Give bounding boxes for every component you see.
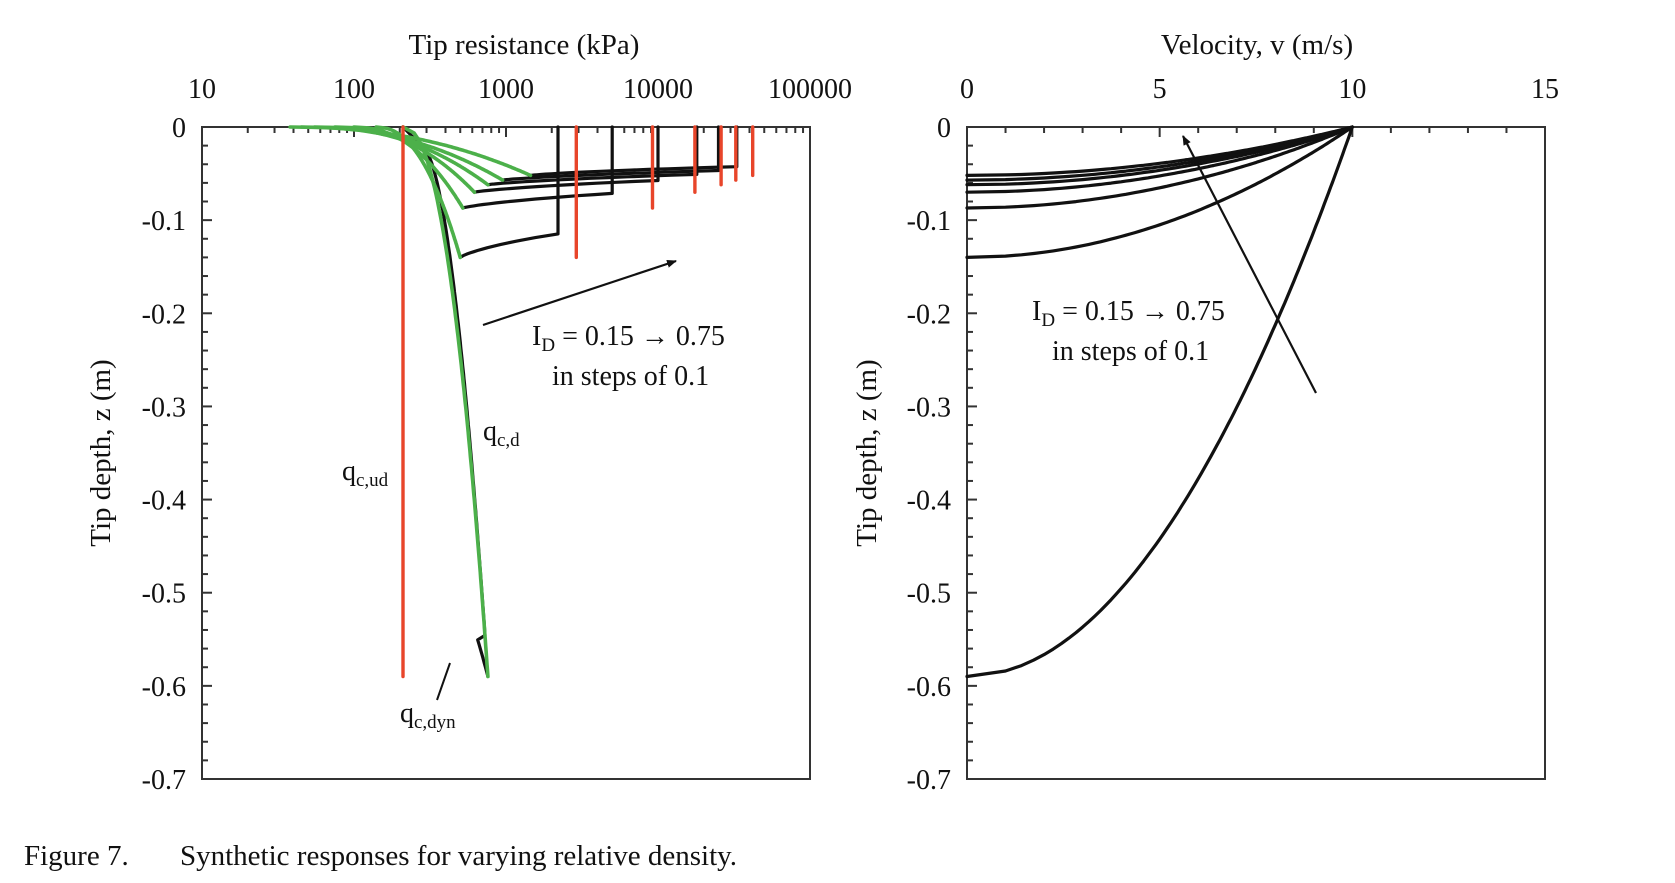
left-steps-label: in steps of 0.1 <box>552 361 709 392</box>
velocity-curve <box>965 125 1354 177</box>
tip-resistance-chart: 10 100 1000 10000 100000 0 -0.1 -0.2 -0.3 -0.4 -0.… <box>85 29 852 796</box>
qc-dyn-curve <box>486 125 699 187</box>
caption-number: Figure 7. <box>24 840 129 872</box>
right-steps-label: in steps of 0.1 <box>1052 336 1209 367</box>
velocity-curve <box>965 125 1354 259</box>
right-id-arrow <box>1182 135 1317 394</box>
right-plot-frame <box>966 126 1546 780</box>
right-y-tick-label: -0.1 <box>907 206 951 237</box>
qcdyn-pointer <box>436 662 451 701</box>
velocity-curve <box>965 125 1354 210</box>
right-id-prefix: I <box>1032 296 1041 327</box>
right-y-axis-title: Tip depth, z (m) <box>851 359 883 546</box>
right-axis-ticks <box>966 126 1546 780</box>
right-y-tick-label: -0.2 <box>907 299 951 330</box>
left-y-axis-title: Tip depth, z (m) <box>85 359 117 546</box>
velocity-curve <box>965 125 1354 679</box>
left-x-tick-label: 10 <box>188 74 216 105</box>
right-x-axis-title: Velocity, v (m/s) <box>1161 29 1353 61</box>
right-tick-labels: 0 5 10 15 0 -0.1 -0.2 -0.3 -0.4 -0.5 -0.6 -0.7 <box>907 74 1559 796</box>
left-x-axis-title: Tip resistance (kPa) <box>409 29 640 61</box>
qc-d-curve <box>401 125 490 679</box>
right-y-tick-label: 0 <box>937 113 951 144</box>
qc-dyn-curve <box>528 125 739 177</box>
right-y-tick-label: -0.5 <box>907 579 951 610</box>
left-y-tick-label: -0.1 <box>142 206 186 237</box>
qcd-label: qc,d <box>483 416 520 451</box>
right-id-label: ID = 0.15 → 0.75 <box>1032 296 1225 331</box>
left-id-label: ID = 0.15 → 0.75 <box>532 321 725 356</box>
qc-dyn-curve <box>461 125 614 210</box>
qcdyn-label: qc,dyn <box>400 698 456 733</box>
left-x-tick-label: 10000 <box>623 74 693 105</box>
right-y-tick-label: -0.6 <box>907 672 951 703</box>
velocity-chart: 0 5 10 15 0 -0.1 -0.2 -0.3 -0.4 -0.5 -0.6 -0.7 Velo… <box>851 29 1559 796</box>
right-x-tick-label: 15 <box>1531 74 1559 105</box>
right-x-tick-label: 5 <box>1153 74 1167 105</box>
qc-dyn-curve <box>472 125 660 194</box>
left-x-tick-label: 100000 <box>768 74 852 105</box>
right-x-tick-label: 0 <box>960 74 974 105</box>
right-x-tick-label: 10 <box>1338 74 1366 105</box>
left-series <box>288 125 755 679</box>
caption-text: Synthetic responses for varying relative… <box>180 840 737 872</box>
right-y-tick-label: -0.4 <box>907 486 951 517</box>
left-tick-labels: 10 100 1000 10000 100000 0 -0.1 -0.2 -0.3 -0.4 -0.… <box>142 74 852 796</box>
left-id-rest: = 0.15 → 0.75 <box>555 321 725 352</box>
left-y-tick-label: -0.7 <box>142 765 186 796</box>
left-id-arrow <box>482 259 677 327</box>
left-id-sub: D <box>541 335 555 356</box>
right-id-sub: D <box>1041 310 1055 331</box>
right-y-tick-label: -0.7 <box>907 765 951 796</box>
left-x-tick-label: 100 <box>333 74 375 105</box>
left-plot-frame <box>201 126 811 780</box>
left-y-tick-label: -0.5 <box>142 579 186 610</box>
right-y-tick-label: -0.3 <box>907 392 951 423</box>
qc-d-curve <box>288 125 533 178</box>
left-x-tick-label: 1000 <box>478 74 534 105</box>
right-series <box>965 125 1354 679</box>
left-id-prefix: I <box>532 321 541 352</box>
left-y-tick-label: -0.4 <box>142 486 186 517</box>
left-y-tick-label: -0.6 <box>142 672 186 703</box>
right-id-rest: = 0.15 → 0.75 <box>1055 296 1225 327</box>
left-y-tick-label: -0.2 <box>142 299 186 330</box>
qcud-label: qc,ud <box>342 456 389 491</box>
left-axis-ticks <box>201 126 805 780</box>
left-y-tick-label: -0.3 <box>142 392 186 423</box>
figure-caption: Figure 7. Synthetic responses for varying… <box>24 840 737 872</box>
left-y-tick-label: 0 <box>172 113 186 144</box>
qc-dyn-curve <box>501 125 721 182</box>
